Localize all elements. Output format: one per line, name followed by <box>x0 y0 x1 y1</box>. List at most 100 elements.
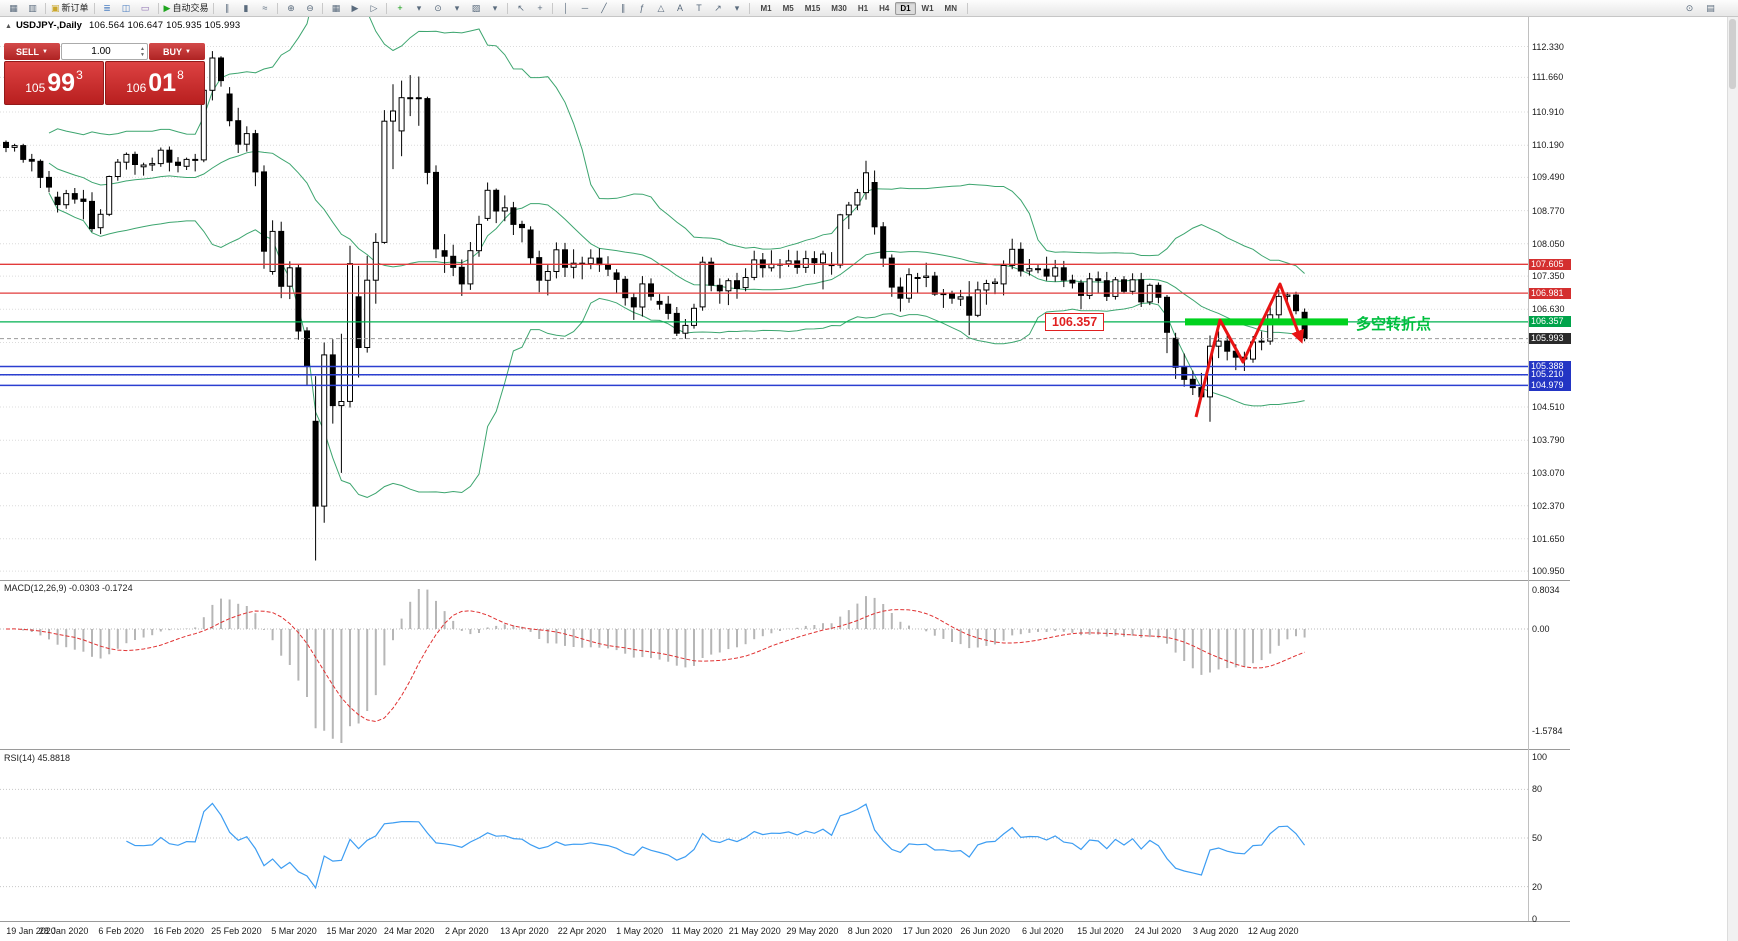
volume-up-icon[interactable]: ▲ <box>140 45 145 52</box>
auto-scroll-icon[interactable]: ▶ <box>345 1 364 16</box>
buy-toggle-button[interactable]: BUY ▼ <box>149 43 205 60</box>
template-caret-icon: ▾ <box>492 2 498 13</box>
price-level-label: 106.357 <box>1529 316 1571 328</box>
date-axis-label: 22 Apr 2020 <box>557 926 607 936</box>
sell-toggle-button[interactable]: SELL ▼ <box>4 43 60 60</box>
indicators-icon[interactable]: + <box>390 1 409 16</box>
axis-label: 101.650 <box>1532 533 1565 544</box>
date-axis-label: 15 Mar 2020 <box>326 926 377 936</box>
axis-label: 0.8034 <box>1532 585 1560 595</box>
shapes-icon[interactable]: △ <box>651 1 670 16</box>
channel-icon[interactable]: ∥ <box>613 1 632 16</box>
candlestick-icon[interactable]: ▮ <box>236 1 255 16</box>
date-axis-label: 28 Jan 2020 <box>38 926 89 936</box>
timeframe-button-m15[interactable]: M15 <box>804 3 821 13</box>
horizontal-line-icon: ─ <box>581 2 589 13</box>
volume-value: 1.00 <box>91 46 111 57</box>
price-axis[interactable]: 112.330 111.660 110.910 110.190 109.490 108.7… <box>1528 17 1572 924</box>
buy-price-button[interactable]: 106 01 8 <box>105 61 205 105</box>
chevron-down-icon: ▼ <box>185 48 191 55</box>
indicators-caret-icon[interactable]: ▾ <box>409 1 428 16</box>
date-axis-label: 26 Jun 2020 <box>960 926 1010 936</box>
new-order-button[interactable]: ▣ 新订单 <box>49 1 91 16</box>
vertical-line-icon[interactable]: │ <box>556 1 575 16</box>
date-axis-label: 3 Aug 2020 <box>1192 926 1239 936</box>
cursor-icon[interactable]: ↖ <box>511 1 530 16</box>
arrows-caret-icon[interactable]: ▾ <box>727 1 746 16</box>
data-window-icon[interactable]: ◫ <box>117 1 136 16</box>
axis-label: 109.490 <box>1532 172 1565 183</box>
chart-profiles-icon[interactable]: ▥ <box>23 1 42 16</box>
axis-label: 102.370 <box>1532 500 1565 511</box>
one-click-collapse-icon[interactable]: ▲ <box>5 23 12 30</box>
timeframe-button-m5[interactable]: M5 <box>782 3 794 13</box>
label-icon[interactable]: T <box>689 1 708 16</box>
zoom-in-icon: ⊕ <box>287 2 295 13</box>
sell-price-button[interactable]: 105 99 3 <box>4 61 104 105</box>
trendline-icon: ╱ <box>601 2 607 13</box>
time-axis[interactable]: 19 Jan 2020 28 Jan 2020 6 Feb 2020 16 Feb 2… <box>0 922 1570 941</box>
timeframe-button-d1[interactable]: D1 <box>895 1 916 15</box>
zoom-in-icon[interactable]: ⊕ <box>281 1 300 16</box>
date-axis-label: 5 Mar 2020 <box>271 926 317 936</box>
volume-down-icon[interactable]: ▼ <box>140 51 145 58</box>
timeframe-button-h1[interactable]: H1 <box>857 3 869 13</box>
navigator-icon[interactable]: ▭ <box>136 1 155 16</box>
timeframe-button-mn[interactable]: MN <box>944 3 957 13</box>
fibonacci-icon[interactable]: ƒ <box>632 1 651 16</box>
axis-label: 104.510 <box>1532 402 1565 412</box>
autotrading-button[interactable]: ▶ 自动交易 <box>162 1 211 16</box>
market-watch-icon[interactable]: ≣ <box>98 1 117 16</box>
date-axis-label: 13 Apr 2020 <box>500 926 549 936</box>
date-axis-label: 17 Jun 2020 <box>902 926 953 936</box>
axis-label: -1.5784 <box>1532 726 1563 736</box>
shapes-icon: △ <box>657 2 665 13</box>
timeframe-button-m30[interactable]: M30 <box>831 3 847 13</box>
template-icon[interactable]: ▨ <box>466 1 485 16</box>
period-icon[interactable]: ⊙ <box>428 1 447 16</box>
chevron-down-icon: ▼ <box>42 48 48 55</box>
template-caret-icon[interactable]: ▾ <box>485 1 504 16</box>
ask-big-digits: 01 <box>148 68 177 97</box>
chart-canvas[interactable] <box>0 17 1570 941</box>
axis-label: 20 <box>1532 881 1543 892</box>
axis-label: 100 <box>1532 752 1548 762</box>
text-icon[interactable]: A <box>670 1 689 16</box>
date-axis-label: 29 May 2020 <box>786 926 839 936</box>
buy-label: BUY <box>163 46 183 57</box>
trendline-icon[interactable]: ╱ <box>594 1 613 16</box>
timeframe-button-m1[interactable]: M1 <box>760 3 772 13</box>
axis-label: 108.770 <box>1532 205 1565 216</box>
price-level-label: 105.210 <box>1529 369 1571 381</box>
search-icon[interactable]: ⊙ <box>1680 1 1699 16</box>
axis-label: 100.950 <box>1532 566 1565 577</box>
zoom-out-icon[interactable]: ⊖ <box>300 1 319 16</box>
channel-icon: ∥ <box>620 2 626 13</box>
tile-windows-icon[interactable]: ▦ <box>326 1 345 16</box>
axis-label: 80 <box>1532 784 1543 795</box>
chart-shift-icon[interactable]: ▷ <box>364 1 383 16</box>
axis-label: 107.350 <box>1532 271 1565 282</box>
tile-windows-icon: ▦ <box>331 2 341 13</box>
bar-chart-icon[interactable]: ∥ <box>217 1 236 16</box>
date-axis-label: 6 Jul 2020 <box>1022 926 1064 936</box>
ask-pip-digit: 8 <box>177 68 184 82</box>
crosshair-icon[interactable]: + <box>530 1 549 16</box>
arrows-icon[interactable]: ↗ <box>708 1 727 16</box>
volume-input[interactable]: 1.00 ▲ ▼ <box>61 43 148 60</box>
vertical-scrollbar[interactable] <box>1727 17 1738 941</box>
zoom-out-icon: ⊖ <box>306 2 314 13</box>
horizontal-line-icon[interactable]: ─ <box>575 1 594 16</box>
period-caret-icon[interactable]: ▾ <box>447 1 466 16</box>
timeframe-button-h4[interactable]: H4 <box>879 3 890 13</box>
timeframe-button-w1[interactable]: W1 <box>921 3 934 13</box>
axis-label: 110.910 <box>1532 106 1564 117</box>
scrollbar-thumb[interactable] <box>1729 19 1736 89</box>
market-watch-icon: ≣ <box>103 2 111 13</box>
new-chart-icon[interactable]: ▦ <box>4 1 23 16</box>
favorites-icon[interactable]: ▤ <box>1701 1 1720 16</box>
date-axis-label: 1 May 2020 <box>616 926 664 936</box>
line-chart-icon[interactable]: ≈ <box>255 1 274 16</box>
price-level-label: 105.993 <box>1529 333 1571 345</box>
date-axis-label: 21 May 2020 <box>728 926 781 936</box>
